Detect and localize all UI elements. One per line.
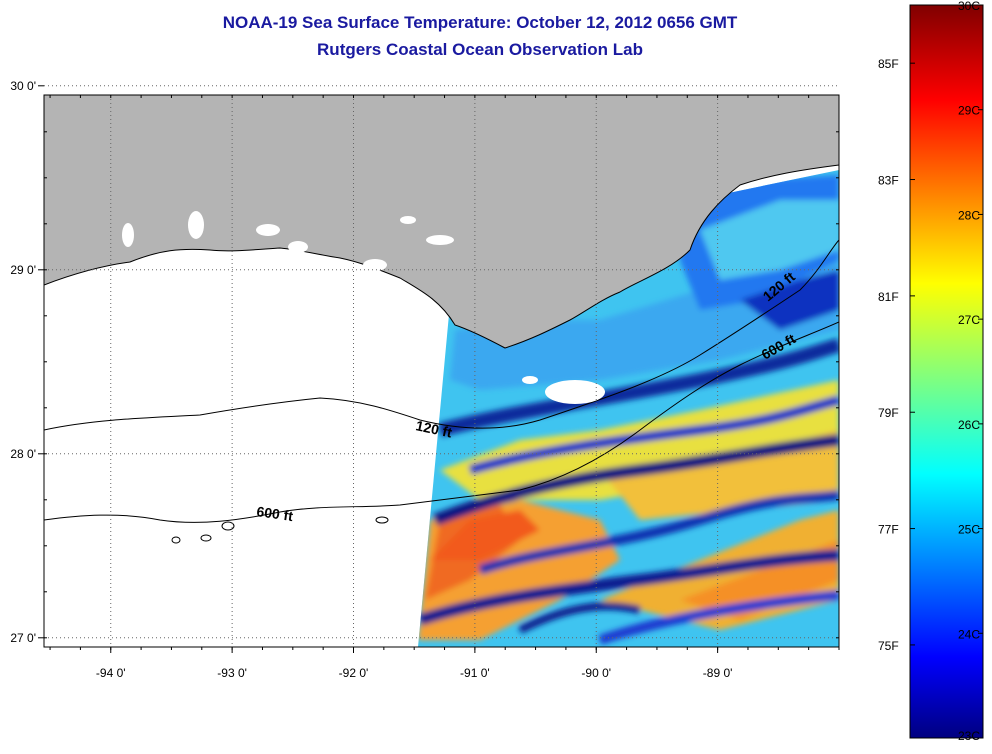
colorbar-label-f: 79F bbox=[878, 406, 899, 420]
colorbar-label-f: 85F bbox=[878, 57, 899, 71]
contour-label-120ft-west: 120 ft bbox=[414, 417, 453, 440]
plot-frame bbox=[43, 94, 840, 648]
colorbar-label-c: 28C bbox=[958, 208, 980, 222]
y-tick-label: 27 0' bbox=[10, 631, 36, 645]
colorbar-label-c: 27C bbox=[958, 313, 980, 327]
colorbar-labels: 30C 29C 28C 27C 26C 25C 24C 23C 85F 83F 81F 79F 77F 7… bbox=[878, 0, 983, 754]
x-tick-label: -92 0' bbox=[339, 666, 369, 680]
colorbar-label-f: 81F bbox=[878, 290, 899, 304]
graticule bbox=[44, 85, 839, 647]
contour-600ft bbox=[44, 321, 839, 523]
land-mass bbox=[44, 95, 839, 349]
contour-islands bbox=[171, 516, 389, 544]
y-tick-label: 30 0' bbox=[10, 79, 36, 93]
colorbar-label-c: 26C bbox=[958, 418, 980, 432]
x-tick-label: -89 0' bbox=[703, 666, 733, 680]
contour-120ft-west bbox=[44, 239, 839, 431]
y-tick-label: 28 0' bbox=[10, 447, 36, 461]
colorbar-label-c: 30C bbox=[958, 0, 980, 13]
colorbar-label-c: 29C bbox=[958, 104, 980, 118]
colorbar-label-c: 24C bbox=[958, 627, 980, 641]
x-tick-label: -93 0' bbox=[217, 666, 247, 680]
axes: -94 0' -93 0' -92 0' -91 0' -90 0' -89 0' 27 0… bbox=[10, 79, 840, 680]
colorbar-label-f: 77F bbox=[878, 523, 899, 537]
colorbar-label-c: 23C bbox=[958, 729, 980, 743]
y-tick-label: 29 0' bbox=[10, 263, 36, 277]
chart-subtitle: Rutgers Coastal Ocean Observation Lab bbox=[317, 40, 643, 59]
x-tick-label: -90 0' bbox=[581, 666, 611, 680]
colorbar-label-f: 83F bbox=[878, 174, 899, 188]
colorbar-label-f: 73F bbox=[878, 752, 899, 754]
x-tick-label: -94 0' bbox=[96, 666, 126, 680]
contour-label-600ft-west: 600 ft bbox=[256, 503, 295, 524]
sst-swath bbox=[418, 170, 839, 647]
colorbar-label-f: 75F bbox=[878, 639, 899, 653]
cloud-gap bbox=[545, 380, 605, 404]
colorbar-label-c: 25C bbox=[958, 523, 980, 537]
colorbar bbox=[909, 4, 984, 739]
inland-lakes bbox=[122, 211, 454, 271]
chart-title: NOAA-19 Sea Surface Temperature: October… bbox=[222, 13, 738, 32]
x-tick-label: -91 0' bbox=[460, 666, 490, 680]
